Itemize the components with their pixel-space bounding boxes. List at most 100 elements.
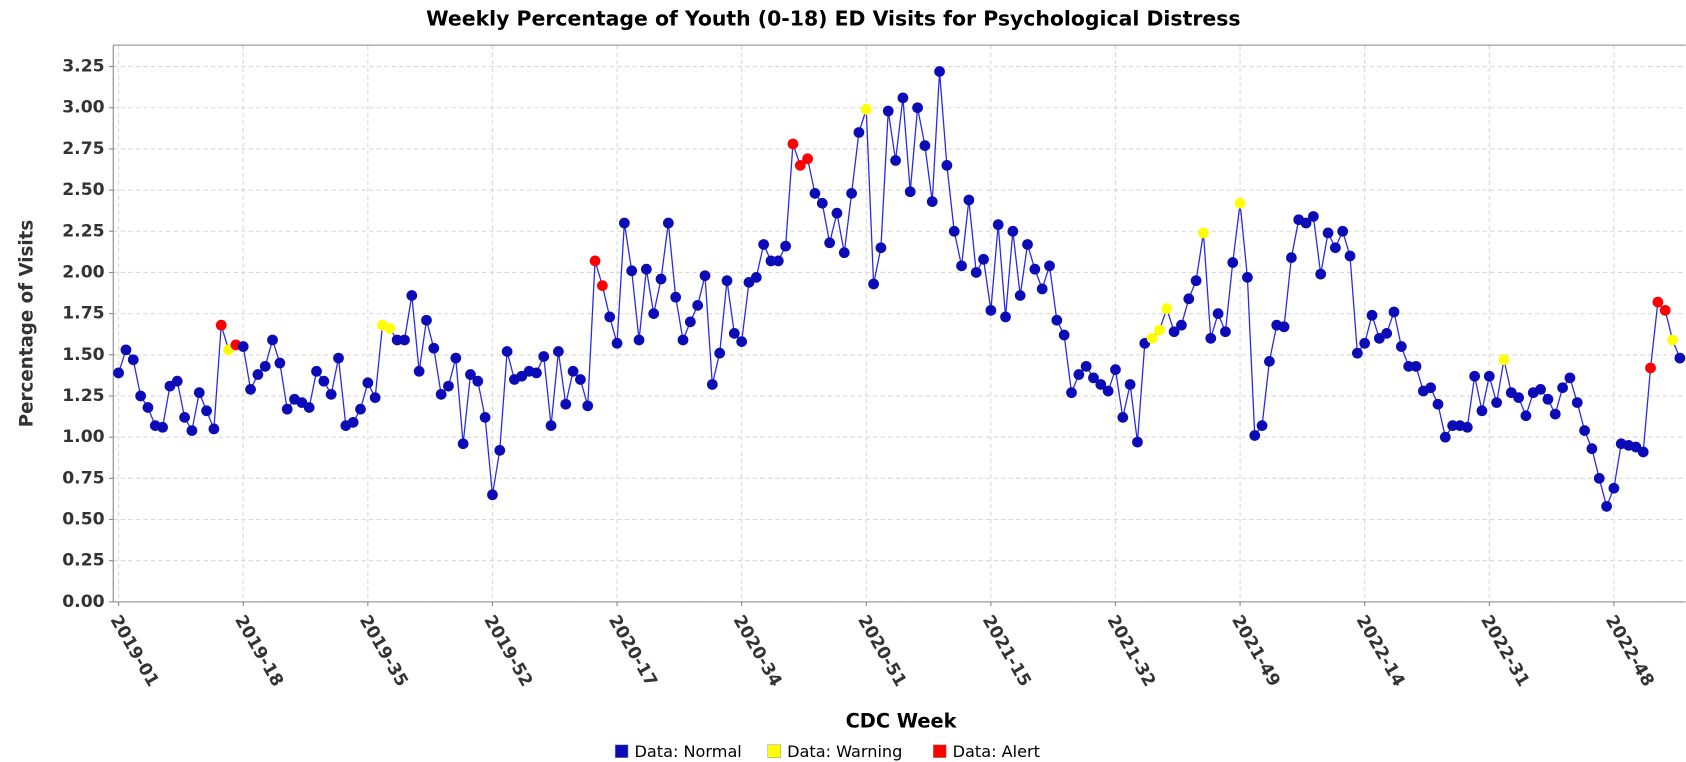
data-point (1571, 397, 1583, 408)
data-point (399, 334, 410, 346)
data-point (325, 388, 337, 400)
data-point (1161, 303, 1173, 315)
data-point (956, 260, 967, 272)
data-point (1337, 225, 1349, 237)
data-point (1483, 370, 1495, 382)
data-point (1073, 369, 1085, 380)
y-tick-label: 3.25 (62, 57, 104, 77)
data-point (662, 217, 674, 229)
data-point (259, 360, 271, 372)
data-point (1557, 382, 1568, 394)
data-point (868, 278, 879, 290)
data-point (963, 194, 975, 206)
data-point (772, 255, 784, 267)
data-point (1601, 500, 1612, 512)
y-tick-label: 2.00 (62, 262, 104, 282)
data-point (1000, 311, 1011, 323)
data-point (1300, 217, 1312, 229)
data-point (1234, 197, 1246, 209)
data-point (985, 304, 997, 316)
data-point (1659, 304, 1671, 316)
data-point (1095, 379, 1107, 390)
data-point (1593, 472, 1605, 484)
y-tick-label: 0.50 (62, 510, 104, 530)
data-point (355, 403, 366, 415)
data-point (567, 365, 579, 377)
data-point (1029, 263, 1041, 275)
data-point (904, 186, 916, 198)
data-point (809, 188, 821, 199)
data-point (1132, 436, 1143, 448)
data-point (1549, 408, 1561, 420)
data-point (1117, 412, 1129, 423)
data-point (1432, 398, 1444, 410)
data-point (1205, 332, 1217, 344)
data-point (479, 412, 491, 423)
data-point (1425, 382, 1437, 394)
data-point (941, 160, 953, 171)
data-point (860, 104, 872, 115)
y-tick-label: 2.50 (62, 180, 104, 200)
data-point (179, 412, 190, 423)
data-point (1652, 296, 1664, 308)
data-point (252, 369, 264, 380)
data-point (1124, 379, 1136, 390)
data-point (384, 323, 396, 334)
data-point (333, 352, 344, 364)
y-tick-label: 2.25 (62, 221, 104, 241)
data-point (1674, 352, 1686, 364)
data-point (1102, 385, 1114, 397)
data-point (934, 66, 945, 77)
data-point (758, 239, 770, 250)
y-tick-label: 1.75 (62, 304, 104, 324)
data-point (545, 420, 557, 431)
data-point (1322, 227, 1334, 239)
data-point (992, 219, 1004, 231)
data-point (1249, 430, 1261, 441)
data-point (1278, 321, 1290, 333)
chart-title: Weekly Percentage of Youth (0-18) ED Vis… (426, 6, 1240, 30)
data-point (193, 387, 205, 399)
data-point (882, 105, 894, 117)
data-point (1535, 384, 1546, 395)
data-point (157, 421, 168, 433)
data-point (802, 153, 813, 165)
y-axis-label: Percentage of Visits (16, 220, 37, 428)
y-tick-label: 0.75 (62, 468, 104, 488)
data-point (127, 354, 139, 366)
data-point (750, 272, 762, 283)
data-point (816, 197, 828, 209)
data-point (1051, 314, 1063, 326)
legend-swatch (767, 744, 781, 758)
data-point (1308, 211, 1319, 222)
data-point (472, 375, 484, 387)
data-point (1395, 341, 1407, 352)
data-point (611, 337, 623, 349)
data-point (1007, 225, 1019, 237)
data-point (413, 365, 425, 377)
data-point (853, 127, 865, 138)
data-point (978, 253, 989, 265)
data-point (1608, 482, 1620, 494)
legend: Data: Normal Data: Warning Data: Alert (614, 742, 1040, 761)
data-point (186, 425, 198, 436)
data-point (553, 346, 564, 357)
data-point (948, 225, 960, 237)
data-point (1212, 308, 1224, 319)
y-tick-label: 1.50 (62, 345, 104, 365)
data-point (575, 374, 586, 385)
data-point (1498, 354, 1510, 366)
legend-swatch (933, 744, 947, 758)
plot (113, 66, 1686, 512)
data-point (318, 375, 330, 387)
data-point (1469, 370, 1481, 382)
data-point (113, 367, 124, 379)
data-point (846, 188, 857, 199)
data-line (118, 71, 1681, 509)
data-point (618, 217, 630, 229)
data-point (347, 416, 359, 428)
data-point (1168, 326, 1180, 338)
data-point (135, 390, 146, 402)
data-point (1461, 421, 1473, 433)
data-point (1264, 356, 1275, 367)
